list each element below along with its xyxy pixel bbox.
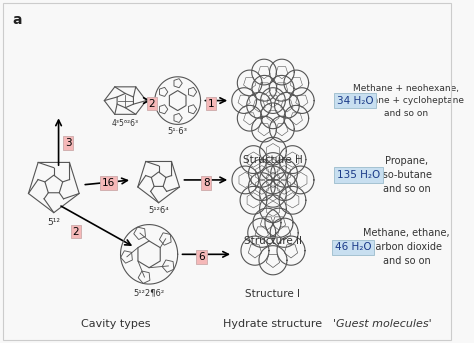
Text: a: a [13, 13, 22, 27]
Text: 3: 3 [65, 138, 72, 148]
Text: 5¹²2¶6²: 5¹²2¶6² [134, 288, 164, 297]
Text: 46 H₂O: 46 H₂O [335, 243, 372, 252]
Text: 2: 2 [73, 226, 79, 237]
Text: 'Guest molecules': 'Guest molecules' [333, 319, 432, 329]
Text: Methane + neohexane,
methane + cycloheptane
and so on: Methane + neohexane, methane + cyclohept… [349, 84, 464, 118]
Text: 5¹²6⁴: 5¹²6⁴ [148, 206, 169, 215]
Text: Methane, ethane,
carbon dioxide
and so on: Methane, ethane, carbon dioxide and so o… [363, 228, 450, 267]
Text: Hydrate structure: Hydrate structure [223, 319, 322, 329]
Text: Structure H: Structure H [243, 155, 303, 165]
Text: Cavity types: Cavity types [81, 319, 150, 329]
Text: 6: 6 [198, 252, 205, 262]
Text: 4³5⁶²6³: 4³5⁶²6³ [112, 119, 139, 128]
Text: 1: 1 [208, 98, 214, 108]
Text: 34 H₂O: 34 H₂O [337, 96, 374, 106]
Text: Structure I: Structure I [246, 289, 301, 299]
Text: 16: 16 [101, 178, 115, 188]
Text: Structure II: Structure II [244, 236, 302, 247]
Text: 2: 2 [149, 98, 155, 108]
Text: 5¹²: 5¹² [47, 217, 60, 227]
Text: 8: 8 [203, 178, 210, 188]
Text: 5¹·6³: 5¹·6³ [168, 127, 188, 137]
Text: 135 H₂O: 135 H₂O [337, 170, 380, 180]
Text: Propane,
iso-butane
and so on: Propane, iso-butane and so on [381, 156, 432, 194]
